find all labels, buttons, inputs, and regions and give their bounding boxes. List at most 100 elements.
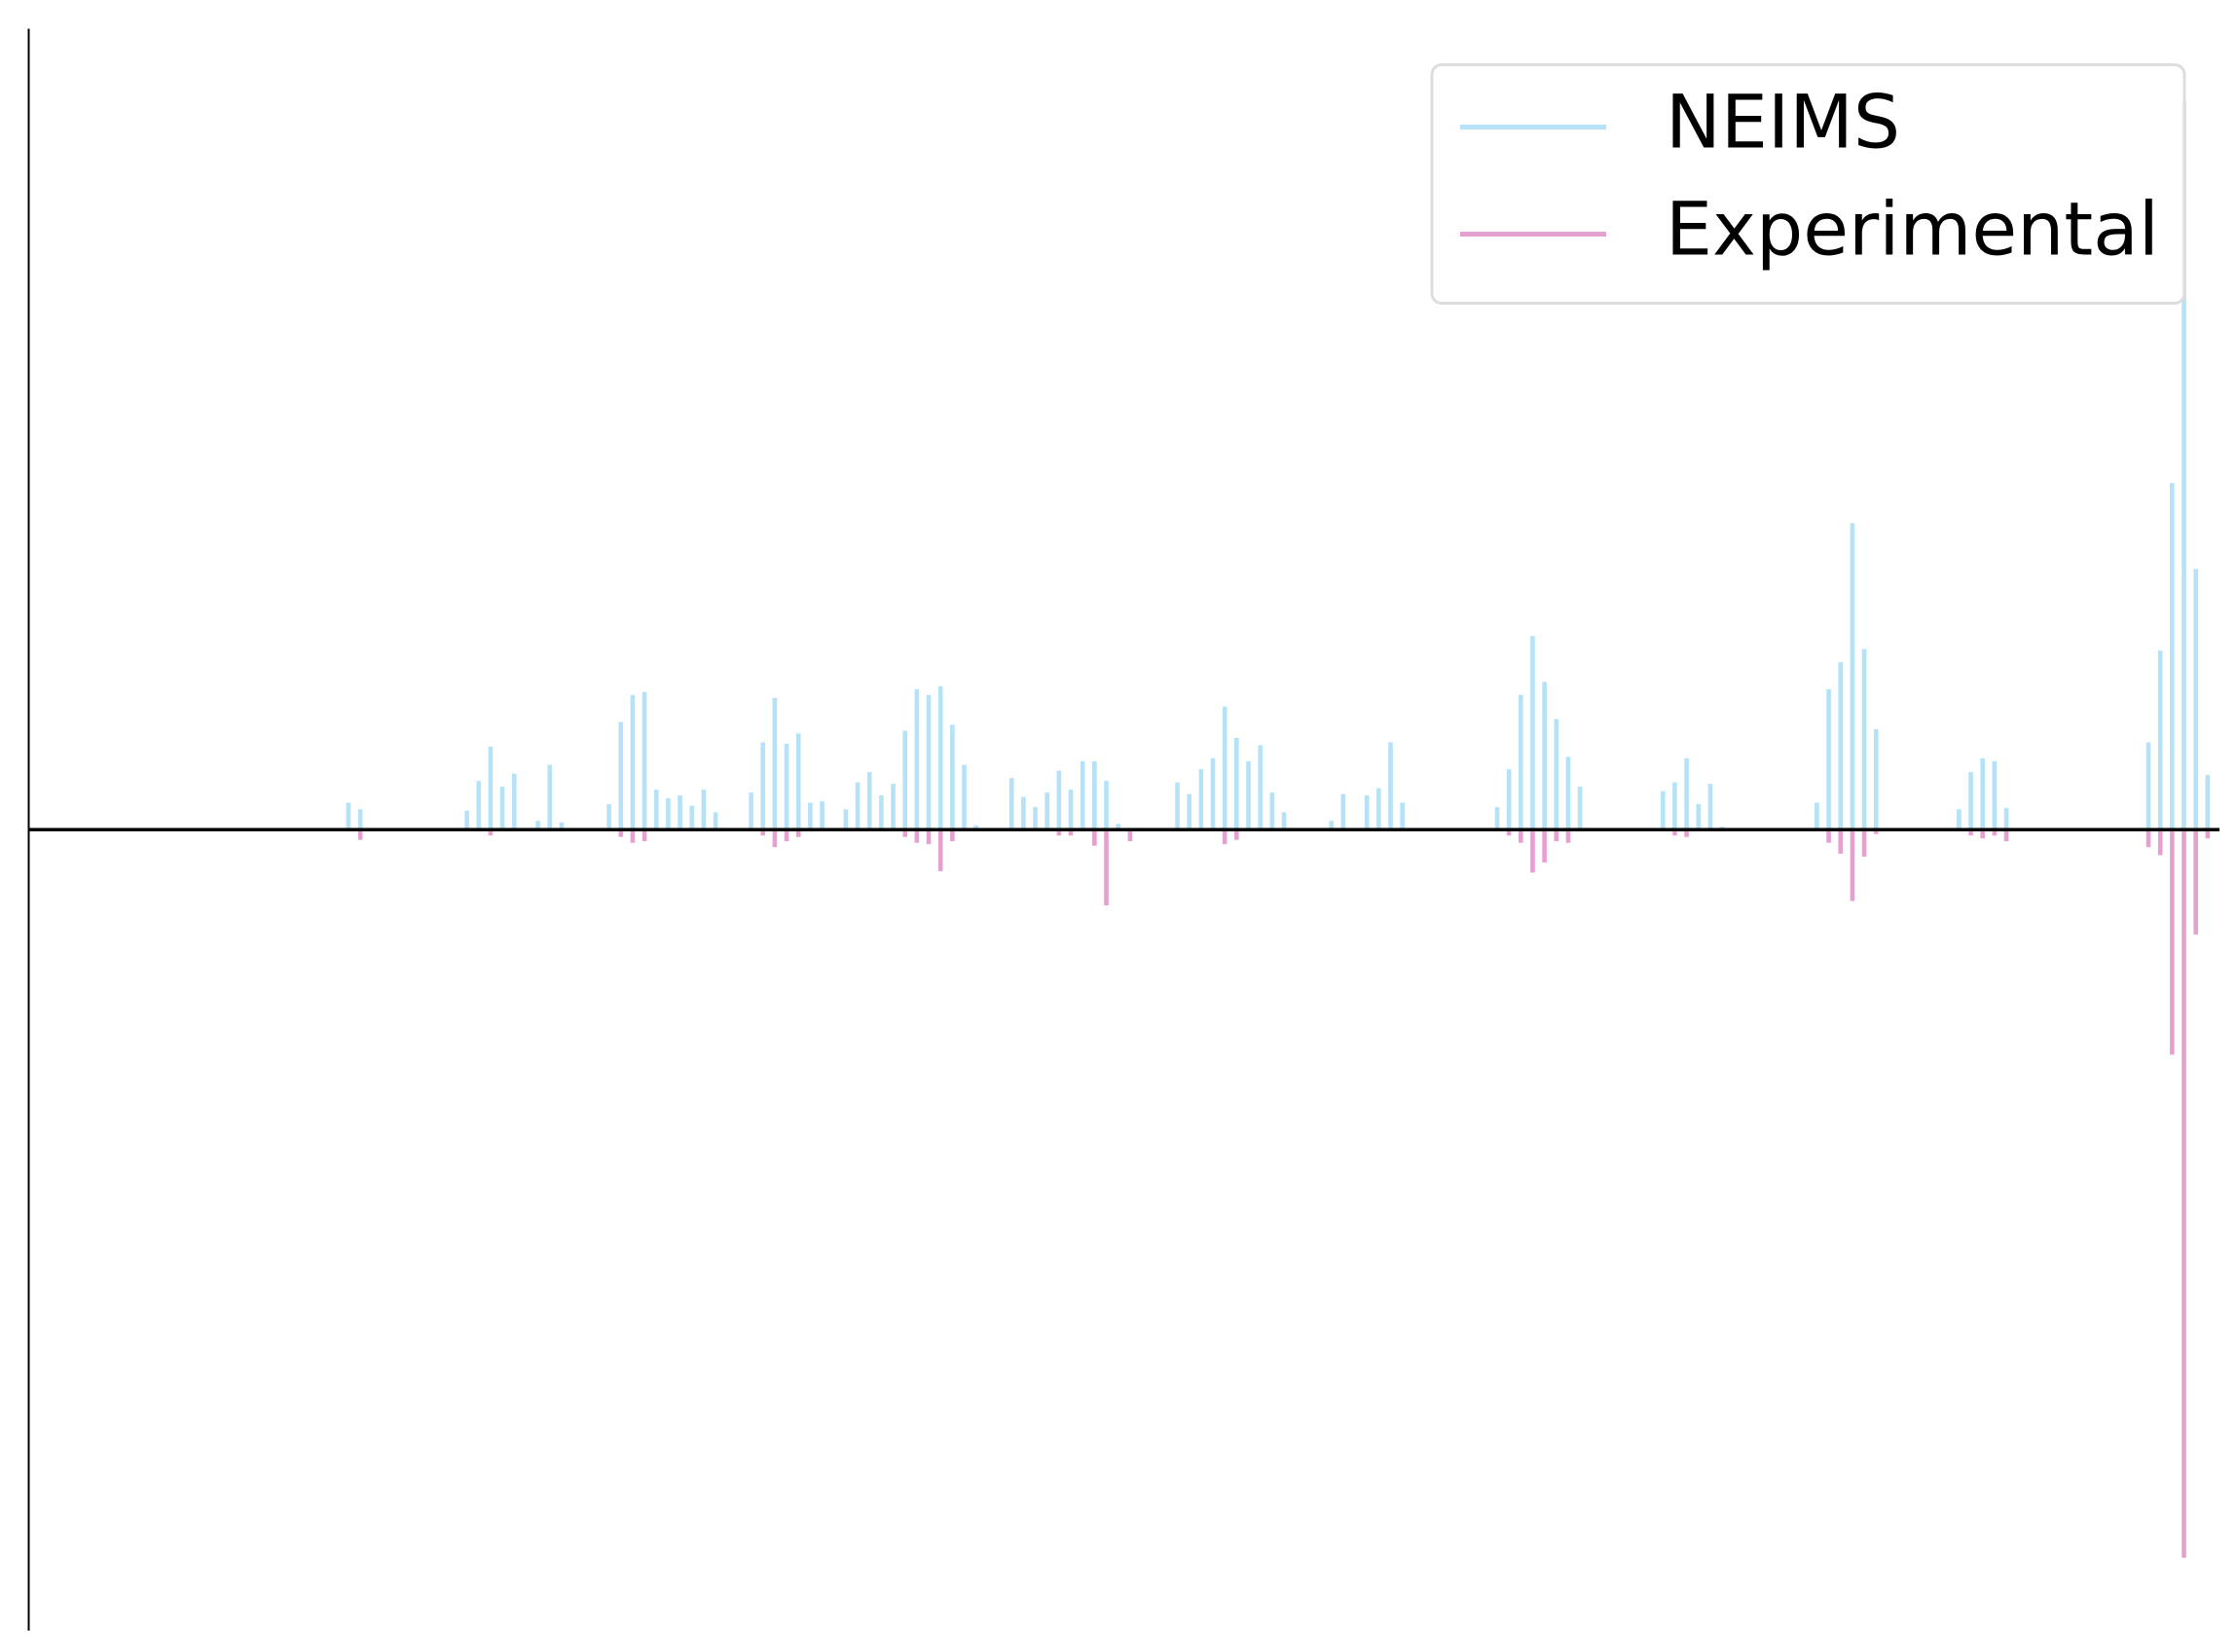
bar (795, 733, 801, 830)
bar (1968, 829, 1973, 836)
bar (937, 685, 943, 830)
bar (1850, 829, 1855, 901)
bar (749, 792, 753, 830)
bar (1873, 829, 1879, 834)
bar (2145, 829, 2151, 848)
bar (1068, 829, 1074, 836)
bar (678, 795, 682, 830)
bar (760, 742, 766, 830)
bar (914, 829, 920, 843)
bar (1530, 829, 1535, 873)
bar (866, 772, 872, 830)
bar (1826, 688, 1831, 830)
bar (1056, 770, 1062, 830)
bar (689, 805, 695, 830)
bar (476, 781, 482, 830)
bar (2193, 829, 2198, 935)
bar (2003, 829, 2009, 842)
bar (1565, 829, 1571, 843)
bar (914, 688, 920, 830)
bar (1506, 769, 1512, 830)
bar (653, 789, 659, 830)
bar (1542, 829, 1547, 863)
bar (1021, 796, 1026, 830)
bar (606, 804, 611, 830)
bar (795, 829, 801, 837)
bar (926, 829, 932, 845)
bar (1116, 824, 1120, 830)
bar (1968, 772, 1973, 830)
bar (891, 784, 896, 830)
legend-label: Experimental (1666, 185, 2159, 272)
bar (855, 782, 861, 830)
bar (1008, 778, 1014, 830)
bar (618, 721, 624, 830)
bar (1127, 829, 1133, 842)
bar (1542, 681, 1547, 830)
bar (820, 801, 825, 830)
bar (1707, 784, 1713, 830)
bar (1056, 829, 1062, 836)
bar (1494, 807, 1500, 830)
bar (488, 746, 494, 830)
legend-label: NEIMS (1666, 78, 1900, 165)
bar (1992, 760, 1998, 830)
bar (701, 789, 707, 830)
bar (1530, 636, 1535, 830)
bar (1565, 756, 1571, 830)
legend-box (1430, 63, 2186, 305)
bar (784, 743, 789, 830)
bar (950, 829, 955, 842)
bar (1696, 804, 1702, 830)
bar (2182, 101, 2186, 830)
legend: NEIMS Experimental (1430, 63, 2186, 305)
bar (630, 829, 636, 843)
bar (1554, 718, 1559, 830)
bar (547, 764, 553, 830)
bar (559, 822, 565, 830)
bar (1045, 792, 1049, 830)
bar (1815, 802, 1819, 830)
bar (973, 825, 978, 830)
bar (1684, 829, 1689, 837)
bar (926, 694, 932, 830)
bar (1234, 738, 1239, 830)
bar (357, 809, 363, 830)
bar (1518, 829, 1523, 843)
bar (2145, 742, 2151, 830)
bar (1957, 809, 1962, 830)
bar (1246, 760, 1251, 830)
bar (1518, 694, 1523, 830)
bar (642, 829, 647, 842)
bar (1838, 662, 1844, 830)
bar (2157, 829, 2163, 856)
bar (1329, 821, 1334, 830)
bar (1364, 795, 1370, 830)
bar (464, 810, 469, 830)
bar (902, 829, 907, 837)
bar (1258, 745, 1263, 830)
bar (1033, 807, 1038, 830)
bar (1672, 782, 1677, 830)
bar (499, 787, 505, 830)
bar (2205, 829, 2211, 839)
bar (511, 773, 517, 830)
bar (1861, 829, 1867, 857)
bar (902, 730, 907, 830)
bar (1992, 829, 1998, 836)
bar (357, 829, 363, 840)
bar (1577, 787, 1583, 830)
bar (535, 821, 540, 830)
bar (1838, 829, 1844, 854)
bar (1104, 829, 1109, 906)
bar (1068, 789, 1074, 830)
bar (618, 829, 624, 837)
bar (1826, 829, 1831, 843)
bar (772, 697, 778, 830)
bar (760, 829, 766, 836)
bar (1660, 790, 1666, 830)
bar (962, 764, 967, 830)
bar (879, 795, 884, 830)
bar (1187, 793, 1192, 830)
